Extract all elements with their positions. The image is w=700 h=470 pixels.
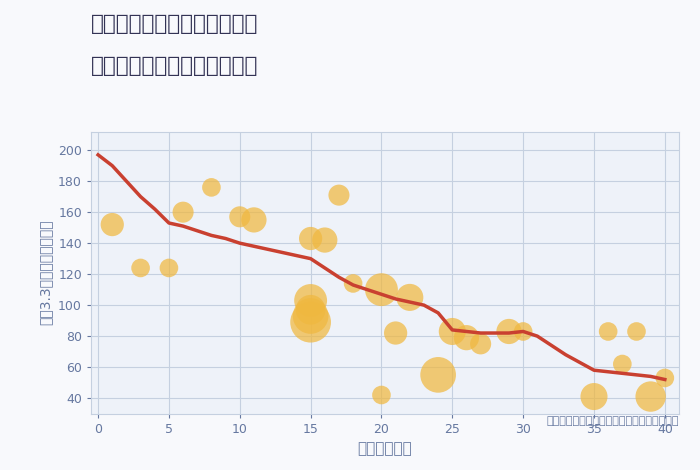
Point (305, 235, 316, 242)
Point (447, 328, 458, 335)
Point (603, 328, 614, 335)
Point (631, 328, 642, 335)
Point (305, 306, 316, 313)
Y-axis label: 坪（3.3㎡）単価（万円）: 坪（3.3㎡）単価（万円） (38, 220, 52, 325)
Point (163, 264, 174, 272)
Point (305, 312, 316, 320)
Point (461, 334, 472, 341)
Text: 神奈川県横浜市緑区西八朔町: 神奈川県横浜市緑区西八朔町 (91, 14, 258, 34)
Point (234, 213, 246, 220)
Point (206, 184, 217, 191)
Point (617, 360, 628, 368)
Point (333, 191, 344, 199)
X-axis label: 築年数（年）: 築年数（年） (358, 441, 412, 456)
Point (433, 371, 444, 379)
Point (645, 393, 657, 400)
Point (376, 286, 387, 293)
Point (659, 374, 671, 382)
Point (390, 329, 401, 337)
Text: 円の大きさは、取引のあった物件面積を示す: 円の大きさは、取引のあった物件面積を示す (547, 416, 679, 426)
Point (305, 297, 316, 304)
Point (319, 236, 330, 244)
Point (475, 340, 486, 348)
Point (106, 221, 118, 228)
Point (589, 393, 600, 400)
Text: 築年数別中古マンション価格: 築年数別中古マンション価格 (91, 56, 258, 77)
Point (404, 294, 415, 301)
Point (248, 216, 260, 224)
Point (376, 391, 387, 399)
Point (503, 328, 514, 335)
Point (135, 264, 146, 272)
Point (178, 208, 189, 216)
Point (305, 318, 316, 326)
Point (347, 280, 358, 287)
Point (517, 328, 528, 335)
